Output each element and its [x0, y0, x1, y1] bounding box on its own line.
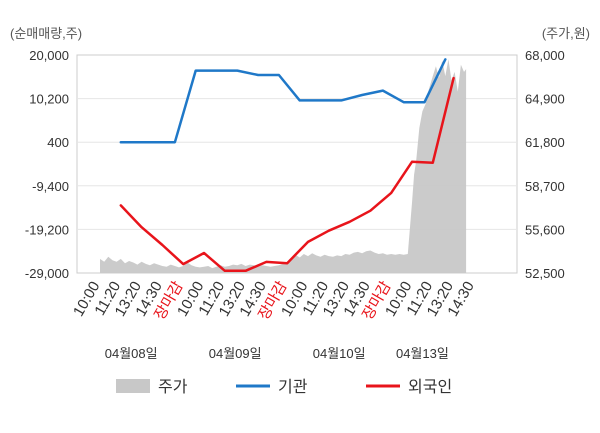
series-line-institution — [119, 58, 447, 144]
date-label: 04월13일 — [396, 346, 449, 361]
date-labels: 04월08일 04월09일 04월10일 04월13일 — [105, 346, 449, 361]
right-tick-label: 55,600 — [525, 222, 565, 237]
right-tick-label: 52,500 — [525, 266, 565, 281]
legend-label: 주가 — [158, 378, 188, 396]
y-tick-labels: 20,000 10,200 400 -9,400 -19,200 -29,000 68,00… — [25, 48, 565, 281]
date-label: 04월09일 — [209, 346, 262, 361]
left-tick-label: -9,400 — [32, 179, 69, 194]
left-tick-label: 400 — [47, 135, 69, 150]
series-lines-layer — [119, 58, 455, 273]
left-tick-label: -29,000 — [25, 266, 69, 281]
right-tick-label: 68,000 — [525, 48, 565, 63]
price-area-layer — [100, 59, 467, 274]
legend-label: 기관 — [278, 378, 308, 396]
right-tick-label: 58,700 — [525, 179, 565, 194]
legend-swatch-area — [116, 379, 150, 393]
date-label: 04월08일 — [105, 346, 158, 361]
right-tick-label: 61,800 — [525, 135, 565, 150]
legend: 주가 기관 외국인 — [116, 378, 452, 396]
x-tick-labels: 10:0011:2013:2014:30장마감10:0011:2013:2014… — [70, 278, 478, 323]
price-area — [100, 59, 467, 274]
left-tick-label: 10,200 — [29, 92, 69, 107]
series-line-foreigner — [119, 76, 455, 273]
left-tick-label: 20,000 — [29, 48, 69, 63]
legend-label: 외국인 — [408, 378, 452, 396]
left-axis-unit: (순매매량,주) — [10, 26, 82, 41]
right-axis-unit: (주가,원) — [542, 26, 590, 41]
left-tick-label: -19,200 — [25, 222, 69, 237]
right-tick-label: 64,900 — [525, 92, 565, 107]
date-label: 04월10일 — [313, 346, 366, 361]
